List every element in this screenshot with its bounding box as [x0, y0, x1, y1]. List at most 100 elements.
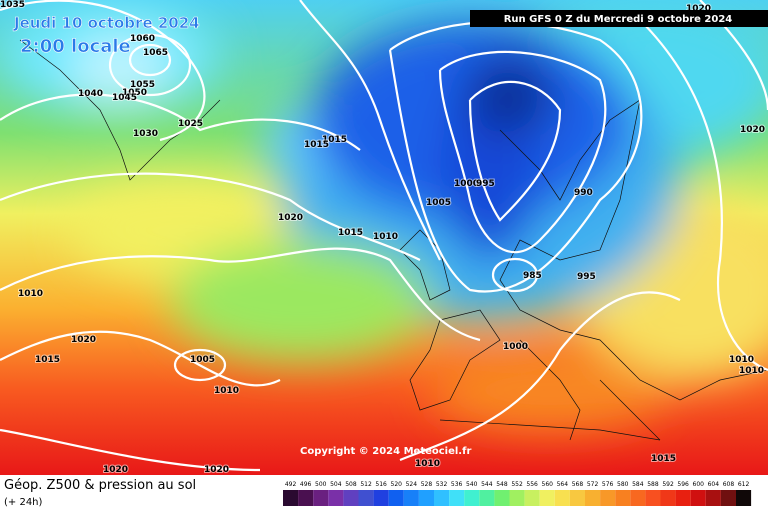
isobar-label: 1035	[0, 0, 25, 10]
legend-swatch	[675, 490, 691, 506]
isobar-label: 1005	[190, 355, 215, 365]
legend-label: 508	[345, 481, 357, 488]
run-label: Run GFS 0 Z du Mercredi 9 octobre 2024	[504, 14, 733, 25]
legend-swatch	[328, 490, 344, 506]
isobar-label: 1010	[214, 386, 239, 396]
isobar-label: 1040	[78, 89, 103, 99]
isobar-label: 1010	[415, 459, 440, 469]
legend-label: 520	[391, 481, 403, 488]
legend-swatch	[464, 490, 480, 506]
legend-swatch	[403, 490, 419, 506]
isobar-label: 995	[577, 272, 596, 282]
copyright: Copyright © 2024 Meteociel.fr	[300, 446, 471, 457]
legend-swatch	[524, 490, 540, 506]
legend-swatch	[449, 490, 465, 506]
legend-swatch	[660, 490, 676, 506]
isobar-label: 1015	[304, 140, 329, 150]
legend-label: 556	[526, 481, 538, 488]
legend-swatch	[509, 490, 525, 506]
legend-swatch	[720, 490, 736, 506]
legend-swatch	[585, 490, 601, 506]
legend-label: 572	[587, 481, 599, 488]
legend-label: 528	[421, 481, 433, 488]
isobar-label: 1010	[729, 355, 754, 365]
caption-subtitle: (+ 24h)	[4, 497, 43, 508]
isobar-label: 1030	[133, 129, 158, 139]
legend-label: 532	[436, 481, 448, 488]
legend-swatch	[690, 490, 706, 506]
isobar-label: 1015	[322, 135, 347, 145]
caption-title: Géop. Z500 & pression au sol	[4, 478, 196, 493]
isobar-label: 1005	[426, 198, 451, 208]
isobar-label: 1025	[178, 119, 203, 129]
legend-swatch	[418, 490, 434, 506]
isobar-label: 1020	[71, 335, 96, 345]
legend-swatch	[388, 490, 404, 506]
legend-swatch	[479, 490, 495, 506]
legend-swatch	[630, 490, 646, 506]
legend-swatch	[569, 490, 585, 506]
isobar-label: 1015	[338, 228, 363, 238]
legend-label: 540	[466, 481, 478, 488]
isobar-label: 1000	[503, 342, 528, 352]
legend-label: 612	[738, 481, 750, 488]
legend-label: 548	[496, 481, 508, 488]
legend-label: 596	[677, 481, 689, 488]
legend-label: 504	[330, 481, 342, 488]
isobar-label: 1020	[103, 465, 128, 475]
legend-label: 500	[315, 481, 327, 488]
legend-swatch	[705, 490, 721, 506]
legend-label: 544	[481, 481, 493, 488]
date-label: Jeudi 10 octobre 2024	[13, 14, 200, 32]
isobar-label: 1020	[740, 125, 765, 135]
isobar-label: 1020	[278, 213, 303, 223]
isobar-label: 1000	[454, 179, 479, 189]
legend-label: 552	[511, 481, 523, 488]
legend-swatch	[373, 490, 389, 506]
isobar-label: 1065	[143, 48, 168, 58]
legend-swatch	[600, 490, 616, 506]
legend-label: 592	[662, 481, 674, 488]
isobar-label: 1055	[130, 80, 155, 90]
map-field	[0, 0, 768, 475]
legend-label: 560	[542, 481, 554, 488]
coastlines	[19, 39, 768, 441]
isobar-label: 1010	[373, 232, 398, 242]
isobar-label: 990	[574, 188, 593, 198]
isobar-label: 1010	[18, 289, 43, 299]
time-label: 2:00 locale	[20, 36, 131, 57]
isobar-label: 1060	[130, 34, 155, 44]
legend-label: 564	[557, 481, 569, 488]
legend-swatch	[283, 490, 299, 506]
isobar-label: 995	[476, 179, 495, 189]
legend-swatch	[343, 490, 359, 506]
legend-swatch	[313, 490, 329, 506]
legend-swatch	[434, 490, 450, 506]
legend-label: 588	[647, 481, 659, 488]
legend-label: 524	[406, 481, 418, 488]
legend-swatch	[645, 490, 661, 506]
legend-swatch	[358, 490, 374, 506]
isobar-label: 1050	[122, 88, 147, 98]
run-banner	[470, 10, 768, 27]
isobar-label: 1020	[204, 465, 229, 475]
isobar-label: 1015	[651, 454, 676, 464]
isobar-label: 1010	[739, 366, 764, 376]
isobar-label: 985	[523, 271, 542, 281]
legend-label: 604	[708, 481, 720, 488]
legend-label: 492	[285, 481, 297, 488]
legend-swatch	[298, 490, 314, 506]
legend-label: 512	[360, 481, 372, 488]
legend: 492 496 500 504 508 512 516 520 524 528 532 536 540 5…	[283, 481, 752, 506]
legend-label: 536	[451, 481, 463, 488]
isobar-label: 1015	[35, 355, 60, 365]
legend-label: 600	[693, 481, 705, 488]
legend-label: 584	[632, 481, 644, 488]
legend-swatch	[539, 490, 555, 506]
legend-label: 568	[572, 481, 584, 488]
legend-label: 496	[300, 481, 312, 488]
legend-label: 580	[617, 481, 629, 488]
legend-label: 516	[375, 481, 387, 488]
